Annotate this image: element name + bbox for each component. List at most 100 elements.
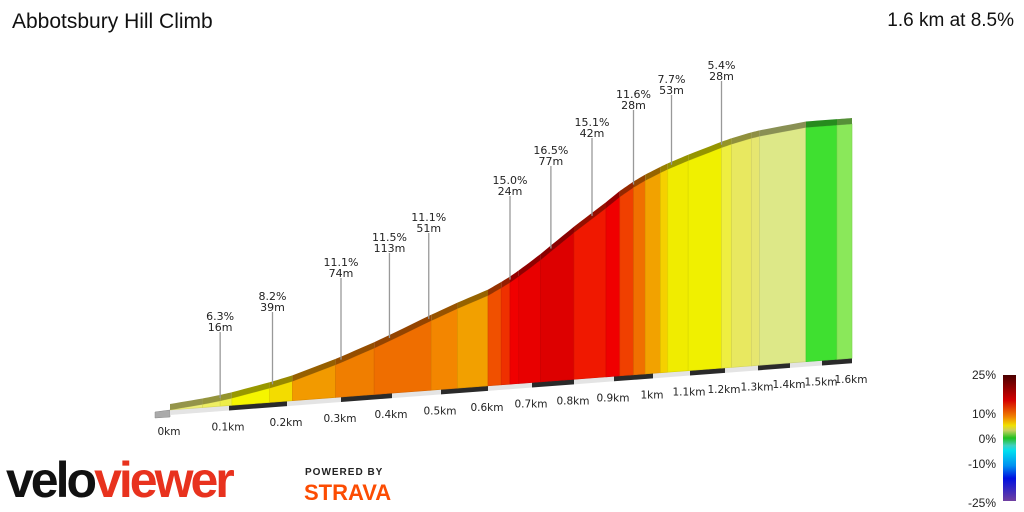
scale-bar-segment [532,379,574,388]
legend-label: 0% [979,432,997,446]
x-tick-label: 0.2km [269,417,302,429]
profile-top-surface [574,202,606,233]
profile-top-surface [510,270,519,283]
profile-top-surface [660,163,668,173]
scale-bar-segment [341,393,392,403]
x-tick-label: 1.2km [707,384,740,396]
legend-label: -10% [968,457,996,471]
profile-top-surface [667,154,689,170]
powered-by-label: POWERED BY [305,467,384,478]
annotation-length: 28m [621,99,646,112]
annotation-length: 28m [709,70,734,83]
profile-top-surface [220,392,232,401]
profile-top-surface [501,276,510,288]
annotation-length: 74m [329,267,354,280]
gradient-segment [219,397,233,407]
gradient-segment [660,168,669,374]
annotation-length: 77m [539,155,564,168]
scale-bar-segment [614,373,653,382]
profile-top-surface [645,166,661,181]
scale-bar-segment [170,405,229,415]
annotation-length: 16m [208,321,233,334]
profile-top-surface [374,314,432,349]
annotation-gradient: 15.1% [575,116,610,129]
scale-bar-segment [488,382,532,391]
x-tick-label: 0.7km [514,399,547,411]
gradient-segment [509,275,520,385]
annotation-gradient: 11.5% [372,231,407,244]
profile-top-surface [170,398,203,410]
annotation-gradient: 8.2% [259,290,287,303]
gradient-segment [751,135,760,367]
gradient-segment [687,147,722,371]
gradient-segment [805,124,838,363]
logo-viewer: viewer [94,452,235,508]
scale-bar-segment [725,365,758,373]
gradient-color-legend [1003,375,1016,501]
distance-scale-bar [170,358,852,415]
x-axis-ticks: 0km 0.1km 0.2km 0.3km 0.4km 0.5km 0.6km 0.7km 0.… [158,374,868,438]
scale-bar-segment [287,397,341,407]
profile-top-surface [292,358,336,382]
logo-velo: velo [6,452,97,508]
profile-top-surface [269,375,293,389]
annotation-gradient: 11.6% [616,88,651,101]
x-tick-label: 1.1km [672,387,705,399]
gradient-segment [721,143,732,369]
profile-top-surface [837,118,852,126]
profile-top-surface [431,302,458,321]
x-tick-label: 0.5km [423,405,456,417]
legend-label: -25% [968,496,996,510]
scale-bar-segment [441,385,488,395]
annotations: 6.3%16m8.2%39m11.1%74m11.5%113m11.1%51m1… [206,59,735,398]
climb-summary: 1.6 km at 8.5% [887,10,1014,31]
gradient-segment [430,308,458,391]
profile-top-surface [488,281,502,296]
gradient-segment [269,380,293,403]
x-tick-label: 1.6km [834,374,867,386]
strava-logo[interactable]: STRAVA [304,480,392,505]
legend-label: 25% [972,368,996,382]
legend-label: 10% [972,407,996,421]
scale-bar-segment [392,389,441,399]
scale-bar-segment [690,367,725,376]
profile-top-surface [231,382,270,399]
x-tick-label: 0.4km [374,409,407,421]
profile-top-surface [540,226,574,261]
profile-top-surface [606,190,620,209]
gradient-segment [633,180,646,376]
x-tick-label: 0.9km [596,392,629,404]
profile-top-surface [759,121,806,137]
veloviewer-logo[interactable]: veloviewer [6,452,235,508]
profile-top-surface [751,130,760,139]
profile-top-surface [619,181,634,197]
gradient-segment [644,172,661,375]
profile-top-surface [688,141,722,161]
x-tick-label: 0.1km [211,422,244,434]
annotation-gradient: 6.3% [206,310,234,323]
x-tick-label: 0.3km [323,413,356,425]
scale-bar-segment [653,370,690,379]
annotation-gradient: 16.5% [533,144,568,157]
scale-bar-segment [229,401,287,411]
gradient-segment [619,186,634,377]
profile-top-surface [633,174,646,188]
gradient-segment [605,196,621,378]
annotation-gradient: 7.7% [658,73,686,86]
annotation-gradient: 11.1% [324,256,359,269]
gradient-segments [169,118,853,411]
gradient-segment [487,287,502,387]
annotation-length: 113m [374,242,406,255]
gradient-segment [731,137,752,368]
x-tick-label: 0.6km [470,402,503,414]
annotation-length: 39m [260,301,285,314]
x-tick-label: 1.3km [740,381,773,393]
annotation-length: 51m [416,222,441,235]
annotation-length: 53m [659,84,684,97]
x-tick-label: 1km [641,389,664,401]
annotation-gradient: 11.1% [411,211,446,224]
annotation-length: 24m [498,185,523,198]
profile-top-surface [806,119,837,128]
gradient-segment [667,160,689,373]
